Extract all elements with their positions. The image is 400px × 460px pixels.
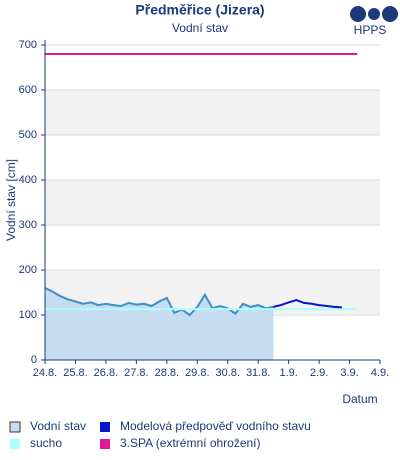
legend-label: Modelová předpověď vodního stavu — [120, 419, 311, 433]
y-tick-label: 600 — [19, 84, 37, 96]
grid-band — [45, 180, 380, 225]
x-axis-label: Datum — [342, 392, 377, 406]
y-tick-label: 100 — [19, 309, 37, 321]
grid-band — [45, 90, 380, 135]
chart-subtitle: Vodní stav — [172, 21, 228, 35]
logo-circle — [382, 6, 398, 22]
x-tick-label: 29.8. — [185, 367, 209, 379]
x-tick-label: 28.8. — [155, 367, 179, 379]
x-tick-label: 31.8. — [246, 367, 270, 379]
legend-label: 3.SPA (extrémní ohrožení) — [120, 436, 261, 450]
x-tick-label: 4.9. — [371, 367, 389, 379]
y-tick-label: 400 — [19, 174, 37, 186]
logo: HPPS — [350, 6, 398, 37]
legend-label: Vodní stav — [30, 419, 86, 433]
x-tick-label: 30.8. — [215, 367, 239, 379]
y-tick-label: 200 — [19, 264, 37, 276]
legend-swatch — [10, 439, 20, 449]
x-tick-label: 1.9. — [279, 367, 297, 379]
x-tick-label: 25.8. — [63, 367, 87, 379]
x-tick-label: 2.9. — [310, 367, 328, 379]
area — [45, 288, 274, 360]
legend-swatch — [100, 439, 110, 449]
x-tick-label: 26.8. — [94, 367, 118, 379]
line — [273, 299, 342, 309]
logo-circle — [368, 8, 380, 20]
y-axis-label: Vodní stav [cm] — [4, 159, 18, 241]
x-tick-label: 27.8. — [124, 367, 148, 379]
legend-swatch — [9, 421, 21, 433]
line — [44, 287, 274, 317]
legend-label: sucho — [30, 436, 62, 450]
x-tick-label: 24.8. — [33, 367, 57, 379]
logo-circle — [350, 6, 366, 22]
legend-swatch — [100, 422, 110, 432]
y-tick-label: 700 — [19, 39, 37, 51]
y-tick-label: 300 — [19, 219, 37, 231]
y-tick-label: 500 — [19, 129, 37, 141]
x-tick-label: 3.9. — [340, 367, 358, 379]
y-tick-label: 0 — [31, 354, 37, 366]
logo-text: HPPS — [354, 23, 387, 37]
chart-title: Předměřice (Jizera) — [135, 2, 264, 18]
